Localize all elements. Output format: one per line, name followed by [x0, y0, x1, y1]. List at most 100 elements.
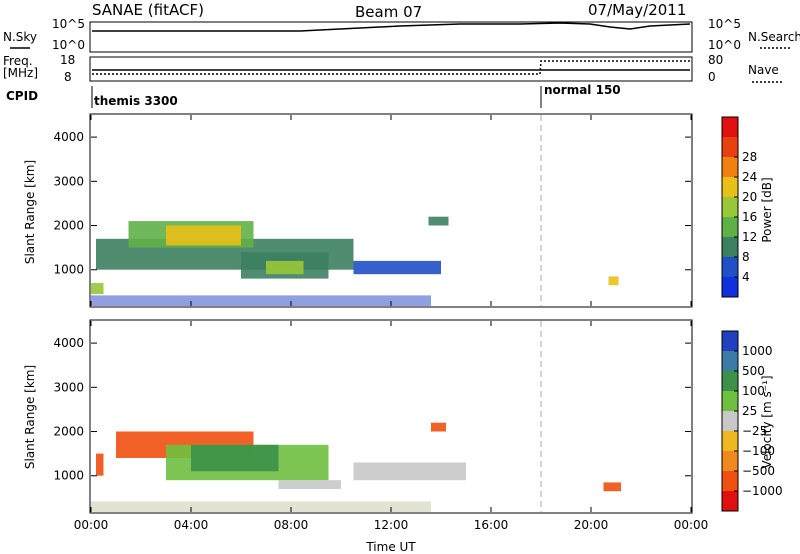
y-tick-label: 4000 — [53, 336, 84, 350]
data-region — [431, 422, 446, 432]
data-region — [91, 283, 104, 295]
x-tick-label: 04:00 — [174, 518, 209, 532]
colorbar-tick-label: 8 — [742, 250, 750, 264]
colorbar-tick-label: 20 — [742, 190, 757, 204]
colorbar-swatch — [722, 451, 738, 472]
freq-label: Freq. — [3, 54, 33, 68]
nsky-panel-frame — [89, 21, 693, 53]
station-title: SANAE (fitACF) — [92, 1, 204, 19]
velocity-colorbar: 1000 500 100 25 −25 −100 −500 −1000 — [721, 330, 783, 512]
y-tick-label: 2000 — [53, 219, 84, 233]
freq-tick-bottom: 8 — [64, 70, 72, 84]
colorbar-tick-label: 16 — [742, 210, 757, 224]
data-region — [166, 225, 241, 246]
x-tick-label: 12:00 — [374, 518, 409, 532]
colorbar-swatch — [722, 371, 738, 392]
velocity-axes: 00:00 04:00 08:00 12:00 16:00 20:00 00:00 1000 2… — [53, 321, 708, 532]
cpid-segment-2: normal 150 — [544, 83, 621, 97]
data-region — [266, 260, 304, 275]
colorbar-tick-label: 1000 — [742, 344, 773, 358]
nave-tick-bottom: 0 — [708, 70, 716, 84]
colorbar-swatch — [722, 471, 738, 492]
colorbar-frame — [721, 116, 739, 298]
nave-trace — [92, 60, 690, 75]
colorbar-tick-label: 24 — [742, 170, 757, 184]
y-tick-label: 3000 — [53, 174, 84, 188]
velocity-panel-frame — [89, 319, 693, 514]
data-region — [353, 260, 441, 275]
x-tick-label: 20:00 — [574, 518, 609, 532]
colorbar-tick-label: −1000 — [742, 484, 783, 498]
colorbar-tick-label: 12 — [742, 230, 757, 244]
colorbar-tick-label: 100 — [742, 384, 765, 398]
nsearch-tick-bottom: 10^0 — [708, 38, 741, 52]
colorbar-swatch — [722, 157, 738, 178]
colorbar-swatch — [722, 411, 738, 432]
data-region — [608, 276, 619, 286]
colorbar-tick-label: −500 — [742, 464, 775, 478]
nsearch-tick-top: 10^5 — [708, 17, 741, 31]
power-data-regions — [91, 216, 619, 306]
x-tick-label: 08:00 — [274, 518, 309, 532]
y-tick-label: 3000 — [53, 380, 84, 394]
power-ylabel: Slant Range [km] — [23, 160, 37, 264]
date-title: 07/May/2011 — [588, 1, 686, 19]
x-tick-label: 00:00 — [674, 518, 709, 532]
data-region — [96, 453, 104, 476]
power-colorbar: 4 8 12 16 20 24 28 — [721, 116, 757, 298]
nsearch-label: N.Search — [748, 30, 800, 44]
freq-unit: [MHz] — [3, 66, 38, 80]
y-tick-label: 1000 — [53, 263, 84, 277]
colorbar-frame — [721, 330, 739, 512]
near-range-band — [91, 295, 431, 306]
colorbar-swatch — [722, 217, 738, 238]
nsky-label: N.Sky — [3, 30, 37, 44]
colorbar-swatch — [722, 277, 738, 298]
colorbar-tick-label: 500 — [742, 364, 765, 378]
near-range-band — [91, 501, 431, 512]
nsky-tick-top: 10^5 — [52, 17, 85, 31]
velocity-xlabel: Time UT — [365, 540, 416, 554]
colorbar-tick-label: 4 — [742, 270, 750, 284]
cpid-label: CPID — [6, 89, 38, 103]
y-tick-label: 2000 — [53, 425, 84, 439]
colorbar-swatch — [722, 237, 738, 258]
power-axes: 1000 2000 3000 4000 — [53, 115, 692, 306]
colorbar-tick-label: 28 — [742, 150, 757, 164]
nsky-tick-bottom: 10^0 — [52, 38, 85, 52]
y-tick-label: 1000 — [53, 469, 84, 483]
x-tick-label: 00:00 — [74, 518, 109, 532]
colorbar-swatch — [722, 391, 738, 412]
velocity-data-regions — [91, 422, 621, 512]
data-region — [603, 482, 621, 492]
freq-tick-top: 18 — [60, 53, 75, 67]
velocity-ylabel: Slant Range [km] — [23, 365, 37, 469]
colorbar-tick-label: −25 — [742, 424, 767, 438]
colorbar-swatch — [722, 491, 738, 512]
colorbar-swatch — [722, 431, 738, 452]
freq-panel-frame — [89, 56, 693, 82]
colorbar-tick-label: 25 — [742, 404, 757, 418]
y-tick-label: 4000 — [53, 130, 84, 144]
colorbar-tick-label: −100 — [742, 444, 775, 458]
colorbar-swatch — [722, 351, 738, 372]
cpid-segment-1: themis 3300 — [94, 94, 178, 108]
colorbar-swatch — [722, 331, 738, 352]
nave-tick-top: 80 — [708, 53, 723, 67]
colorbar-swatch — [722, 137, 738, 158]
colorbar-swatch — [722, 117, 738, 138]
data-region — [191, 444, 279, 472]
data-region — [353, 462, 466, 481]
colorbar-swatch — [722, 177, 738, 198]
nsky-trace — [92, 22, 691, 32]
velocity-colorbar-label: Velocity [m s⁻¹] — [760, 375, 774, 468]
beam-title: Beam 07 — [355, 3, 422, 21]
power-colorbar-label: Power [dB] — [760, 177, 774, 242]
colorbar-swatch — [722, 257, 738, 278]
nave-label: Nave — [748, 63, 779, 77]
data-region — [278, 480, 341, 489]
x-tick-label: 16:00 — [474, 518, 509, 532]
power-panel-frame — [89, 113, 693, 308]
data-region — [428, 216, 449, 226]
